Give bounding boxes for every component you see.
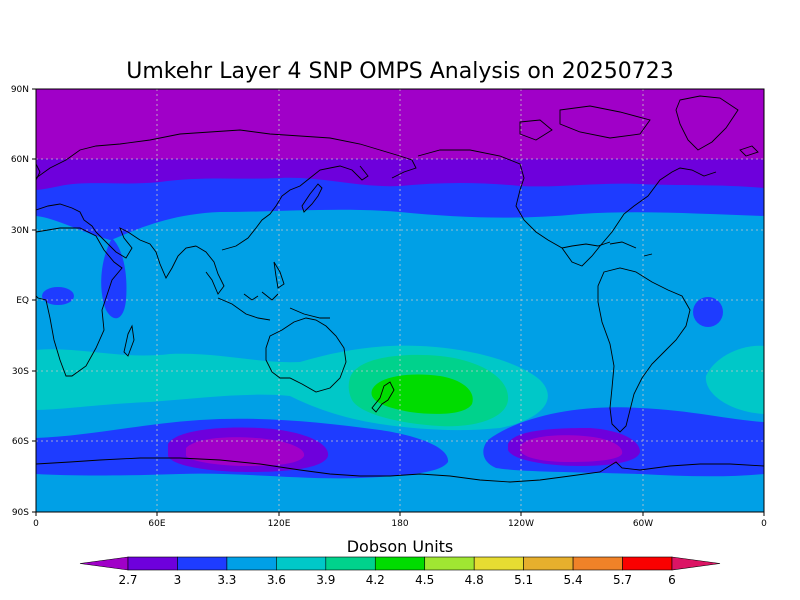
coast-australia: [265, 317, 347, 393]
colorbar-tick-label: 3.9: [316, 573, 335, 587]
colorbar-tick-label: 4.8: [465, 573, 484, 587]
coast-caribbean: [609, 241, 653, 257]
lat-tick-label: 60N: [11, 155, 29, 165]
lat-tick-label: 30N: [11, 226, 29, 236]
lat-tick-label: 60S: [12, 437, 29, 447]
coast-east-asia: [221, 165, 369, 251]
lat-tick-label: 90S: [12, 508, 29, 518]
colorbar-tick-label: 3.6: [267, 573, 286, 587]
coast-africa: [36, 227, 123, 377]
colorbar-segment: [374, 556, 426, 571]
coast-philippines: [273, 261, 285, 289]
colorbar-segment: [424, 556, 475, 571]
coast-greenland: [675, 95, 739, 151]
colorbar-segment: [473, 556, 524, 571]
coast-gulf-mexico: [561, 241, 611, 249]
colorbar: Dobson Units 2.7 3 3.3 3.6 3.9 4.2 4.5 4.8 5.1 5.…: [79, 537, 721, 587]
coast-south-america: [597, 267, 691, 433]
contour-low-atlantic: [520, 435, 623, 462]
colorbar-segment: [79, 556, 129, 571]
gridlines: [36, 89, 764, 512]
colorbar-tick-label: 2.7: [118, 573, 137, 587]
lon-tick-label: 60E: [148, 519, 165, 529]
colorbar-segment: [226, 556, 277, 571]
colorbar-tick-label: 4.5: [415, 573, 434, 587]
lon-tick-label: 60W: [633, 519, 653, 529]
coast-north-america: [417, 149, 717, 267]
lon-tick-label: 180: [391, 519, 408, 529]
contour-low-indian: [186, 437, 305, 466]
coast-antarctica: [36, 457, 764, 483]
colorbar-segment: [276, 556, 327, 571]
contour-south-band-east: [705, 345, 764, 414]
colorbar-segment: [572, 556, 623, 571]
colorbar-segment: [127, 556, 178, 571]
coast-arabia: [95, 227, 141, 259]
lon-tick-label: 120W: [508, 519, 534, 529]
colorbar-segment: [177, 556, 228, 571]
coast-mediterranean: [36, 203, 97, 233]
contour-brazil: [693, 297, 723, 327]
lon-tick-label: 120E: [268, 519, 291, 529]
colorbar-segments: [79, 556, 721, 571]
coast-iceland: [739, 145, 759, 157]
lon-tick-label: 0: [33, 519, 39, 529]
colorbar-tick-label: 5.7: [613, 573, 632, 587]
colorbar-segment: [523, 556, 574, 571]
coast-india: [139, 239, 197, 279]
contour-south-africa: [42, 374, 90, 402]
coast-indonesia: [217, 291, 330, 321]
colorbar-segment: [671, 556, 721, 571]
lon-tick-label: 0: [761, 519, 767, 529]
coast-uk: [36, 163, 41, 181]
lat-tick-label: 90N: [11, 85, 29, 95]
colorbar-segment: [622, 556, 673, 571]
colorbar-tick-label: 4.2: [366, 573, 385, 587]
coast-eurasia-north: [36, 129, 417, 179]
lat-tick-label: 30S: [12, 367, 29, 377]
colorbar-tick-label: 5.1: [514, 573, 533, 587]
coast-se-asia: [195, 245, 225, 295]
contour-pacific-max: [371, 374, 473, 414]
lon-axis: 0 60E 120E 180 120W 60W 0: [33, 512, 767, 529]
coast-new-zealand: [371, 381, 395, 413]
coast-madagascar: [123, 324, 135, 357]
colorbar-tick-label: 3: [174, 573, 182, 587]
coast-japan: [301, 183, 323, 213]
colorbar-title: Dobson Units: [347, 537, 454, 556]
colorbar-tick-label: 6: [668, 573, 676, 587]
coastlines: [36, 95, 764, 483]
colorbar-ticks: 2.7 3 3.3 3.6 3.9 4.2 4.5 4.8 5.1 5.4 5.7 6: [118, 573, 675, 587]
map-title: Umkehr Layer 4 SNP OMPS Analysis on 2025…: [126, 59, 674, 84]
lat-tick-label: EQ: [16, 296, 29, 306]
contour-west-africa: [42, 287, 74, 305]
colorbar-segment: [325, 556, 376, 571]
lat-axis: 90N 60N 30N EQ 30S 60S 90S: [11, 85, 36, 518]
colorbar-tick-label: 3.3: [217, 573, 236, 587]
coast-arctic-islands: [519, 105, 651, 141]
colorbar-tick-label: 5.4: [564, 573, 583, 587]
